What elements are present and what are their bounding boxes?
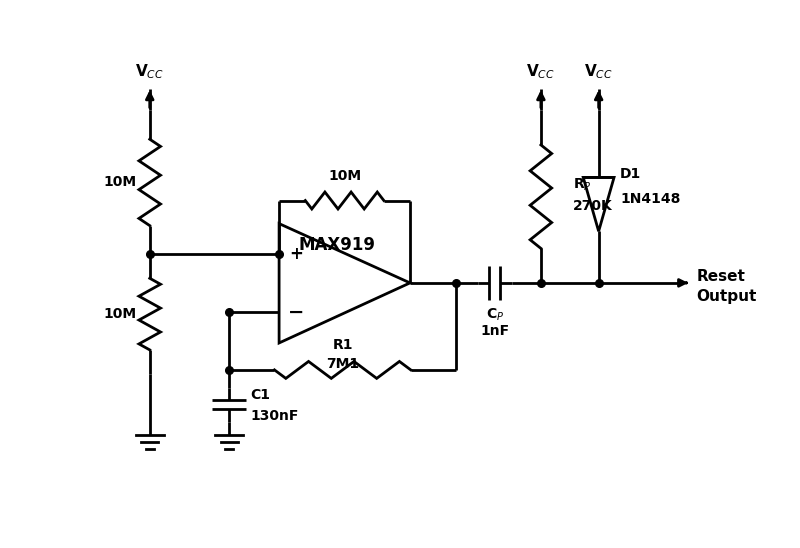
Text: Output: Output xyxy=(697,289,757,304)
Text: 10M: 10M xyxy=(104,175,137,190)
Text: Reset: Reset xyxy=(697,269,746,284)
Text: 10M: 10M xyxy=(104,307,137,321)
Text: C$_P$: C$_P$ xyxy=(486,307,504,323)
Text: R$_P$: R$_P$ xyxy=(574,177,592,193)
Text: C1: C1 xyxy=(250,389,270,402)
Text: D1: D1 xyxy=(620,167,642,180)
Text: V$_{CC}$: V$_{CC}$ xyxy=(584,62,613,81)
Text: V$_{CC}$: V$_{CC}$ xyxy=(526,62,555,81)
Text: MAX919: MAX919 xyxy=(298,236,375,254)
Text: 130nF: 130nF xyxy=(250,409,299,423)
Text: 10M: 10M xyxy=(328,169,361,183)
Text: 1nF: 1nF xyxy=(480,324,510,338)
Text: 7M1: 7M1 xyxy=(326,357,359,371)
Text: V$_{CC}$: V$_{CC}$ xyxy=(135,62,164,81)
Text: −: − xyxy=(288,302,304,322)
Text: 270K: 270K xyxy=(574,199,613,213)
Text: +: + xyxy=(289,246,303,264)
Text: R1: R1 xyxy=(332,338,353,352)
Text: 1N4148: 1N4148 xyxy=(620,192,681,206)
